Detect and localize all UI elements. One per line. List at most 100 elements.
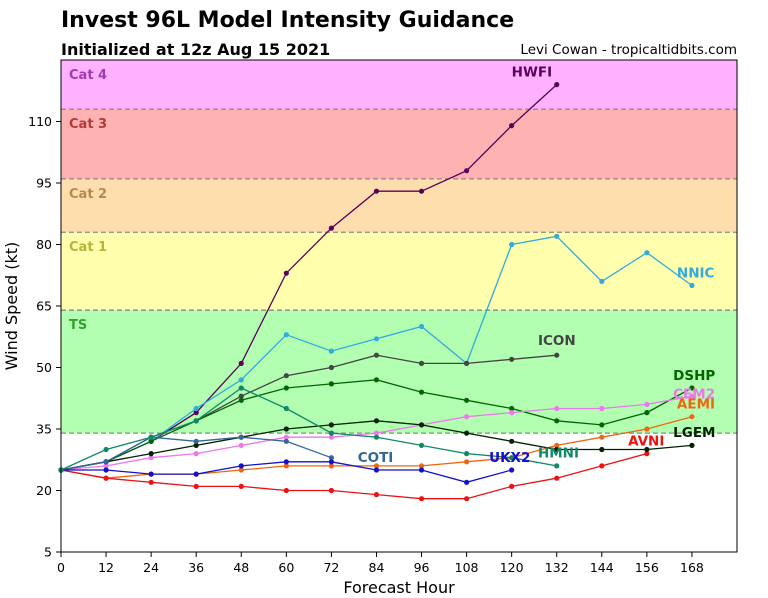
series-point-lgem (193, 442, 199, 448)
x-tick-label: 120 (500, 560, 524, 575)
series-point-hwfi (328, 225, 334, 231)
series-point-avni (599, 463, 605, 469)
series-point-avni (509, 483, 515, 489)
y-axis-title: Wind Speed (kt) (2, 242, 21, 371)
series-line-hmni (60, 387, 557, 471)
series-point-cem2 (464, 414, 470, 420)
series-label-hmni: HMNI (538, 446, 579, 462)
series-point-nnic (418, 323, 425, 330)
x-tick-label: 48 (233, 560, 249, 575)
series-point-avni (193, 483, 199, 489)
series-point-avni (644, 451, 650, 457)
series-label-hwfi: HWFI (512, 64, 552, 80)
series-point-coti (103, 459, 109, 465)
series-point-hwfi (373, 188, 380, 194)
series-point-ukx2 (103, 467, 109, 473)
series-label-nnic: NNIC (677, 265, 715, 281)
series-point-cem2 (283, 434, 289, 440)
series-point-dshp (644, 410, 650, 416)
series-point-hwfi (283, 270, 289, 276)
series-point-cem2 (373, 430, 380, 436)
series-point-lgem (509, 438, 515, 444)
series-point-avni (464, 496, 470, 502)
series-point-cem2 (328, 434, 334, 440)
series-point-aemi (644, 426, 650, 432)
x-tick-label: 96 (414, 560, 430, 575)
x-tick-label: 144 (590, 560, 614, 575)
series-point-dshp (464, 397, 470, 403)
band-label-cat-4: Cat 4 (69, 68, 107, 83)
series-point-lgem (373, 418, 380, 424)
series-point-hmni (238, 385, 244, 391)
x-tick-label: 84 (369, 560, 385, 575)
series-point-dshp (148, 438, 154, 444)
y-tick-label: 5 (44, 545, 52, 560)
series-point-nnic (689, 282, 695, 289)
band-cat-2 (61, 178, 737, 233)
series-point-ukx2 (509, 467, 515, 473)
series-point-icon (464, 360, 470, 366)
series-point-lgem (148, 451, 154, 457)
series-point-cem2 (554, 405, 560, 412)
series-point-aemi (328, 463, 334, 469)
series-point-hwfi (464, 168, 470, 174)
series-point-aemi (599, 434, 605, 440)
series-point-aemi (373, 463, 380, 469)
series-point-coti (283, 438, 289, 444)
series-point-cem2 (689, 393, 695, 399)
series-point-hwfi (509, 123, 515, 129)
series-label-ukx2: UKX2 (489, 450, 530, 466)
series-point-ukx2 (418, 467, 425, 473)
series-point-hmni (193, 418, 199, 424)
series-point-avni (103, 475, 109, 481)
series-label-cem2: CEM2 (673, 386, 715, 402)
series-point-cem2 (644, 401, 650, 407)
series-point-avni (283, 487, 289, 494)
series-label-dshp: DSHP (673, 368, 715, 384)
series-point-nnic (283, 332, 289, 338)
series-point-hmni (509, 455, 515, 461)
series-point-hmni (464, 451, 470, 457)
y-tick-label: 95 (36, 176, 52, 191)
series-point-dshp (689, 385, 695, 391)
series-point-hmni (148, 434, 154, 440)
band-label-cat-1: Cat 1 (69, 240, 107, 255)
series-point-coti (328, 455, 334, 461)
series-point-lgem (328, 422, 334, 428)
y-tick-label: 80 (36, 237, 52, 252)
series-point-aemi (689, 414, 695, 420)
series-point-nnic (373, 336, 380, 342)
band-label-cat-3: Cat 3 (69, 117, 107, 132)
model-series (58, 82, 695, 502)
series-point-avni (418, 496, 425, 502)
chart-subtitle: Initialized at 12z Aug 15 2021 (61, 40, 331, 59)
series-point-ukx2 (238, 463, 244, 469)
series-point-icon (373, 352, 380, 358)
series-point-icon (418, 360, 425, 366)
series-point-coti (238, 434, 244, 440)
series-point-hmni (373, 434, 380, 440)
series-point-ukx2 (193, 471, 199, 477)
series-point-dshp (328, 381, 334, 387)
x-tick-label: 36 (188, 560, 204, 575)
series-point-cem2 (599, 405, 605, 412)
x-tick-label: 132 (545, 560, 569, 575)
series-point-cem2 (148, 455, 154, 461)
series-point-hwfi (238, 360, 244, 366)
series-point-cem2 (103, 463, 109, 469)
series-point-nnic (509, 241, 515, 248)
series-point-icon (509, 356, 515, 362)
intensity-bands: TS Cat 1 Cat 2 Cat 3 Cat 4 (61, 60, 737, 434)
series-point-hwfi (418, 188, 425, 194)
chart-credit: Levi Cowan - tropicaltidbits.com (520, 42, 737, 58)
series-point-icon (554, 352, 560, 358)
series-point-dshp (283, 385, 289, 391)
series-point-hmni (328, 430, 334, 436)
series-point-hwfi (554, 82, 560, 88)
x-tick-label: 168 (680, 560, 704, 575)
series-point-ukx2 (464, 479, 470, 485)
series-label-avni: AVNI (628, 433, 664, 449)
y-tick-label: 50 (36, 360, 52, 375)
series-point-avni (238, 483, 244, 489)
